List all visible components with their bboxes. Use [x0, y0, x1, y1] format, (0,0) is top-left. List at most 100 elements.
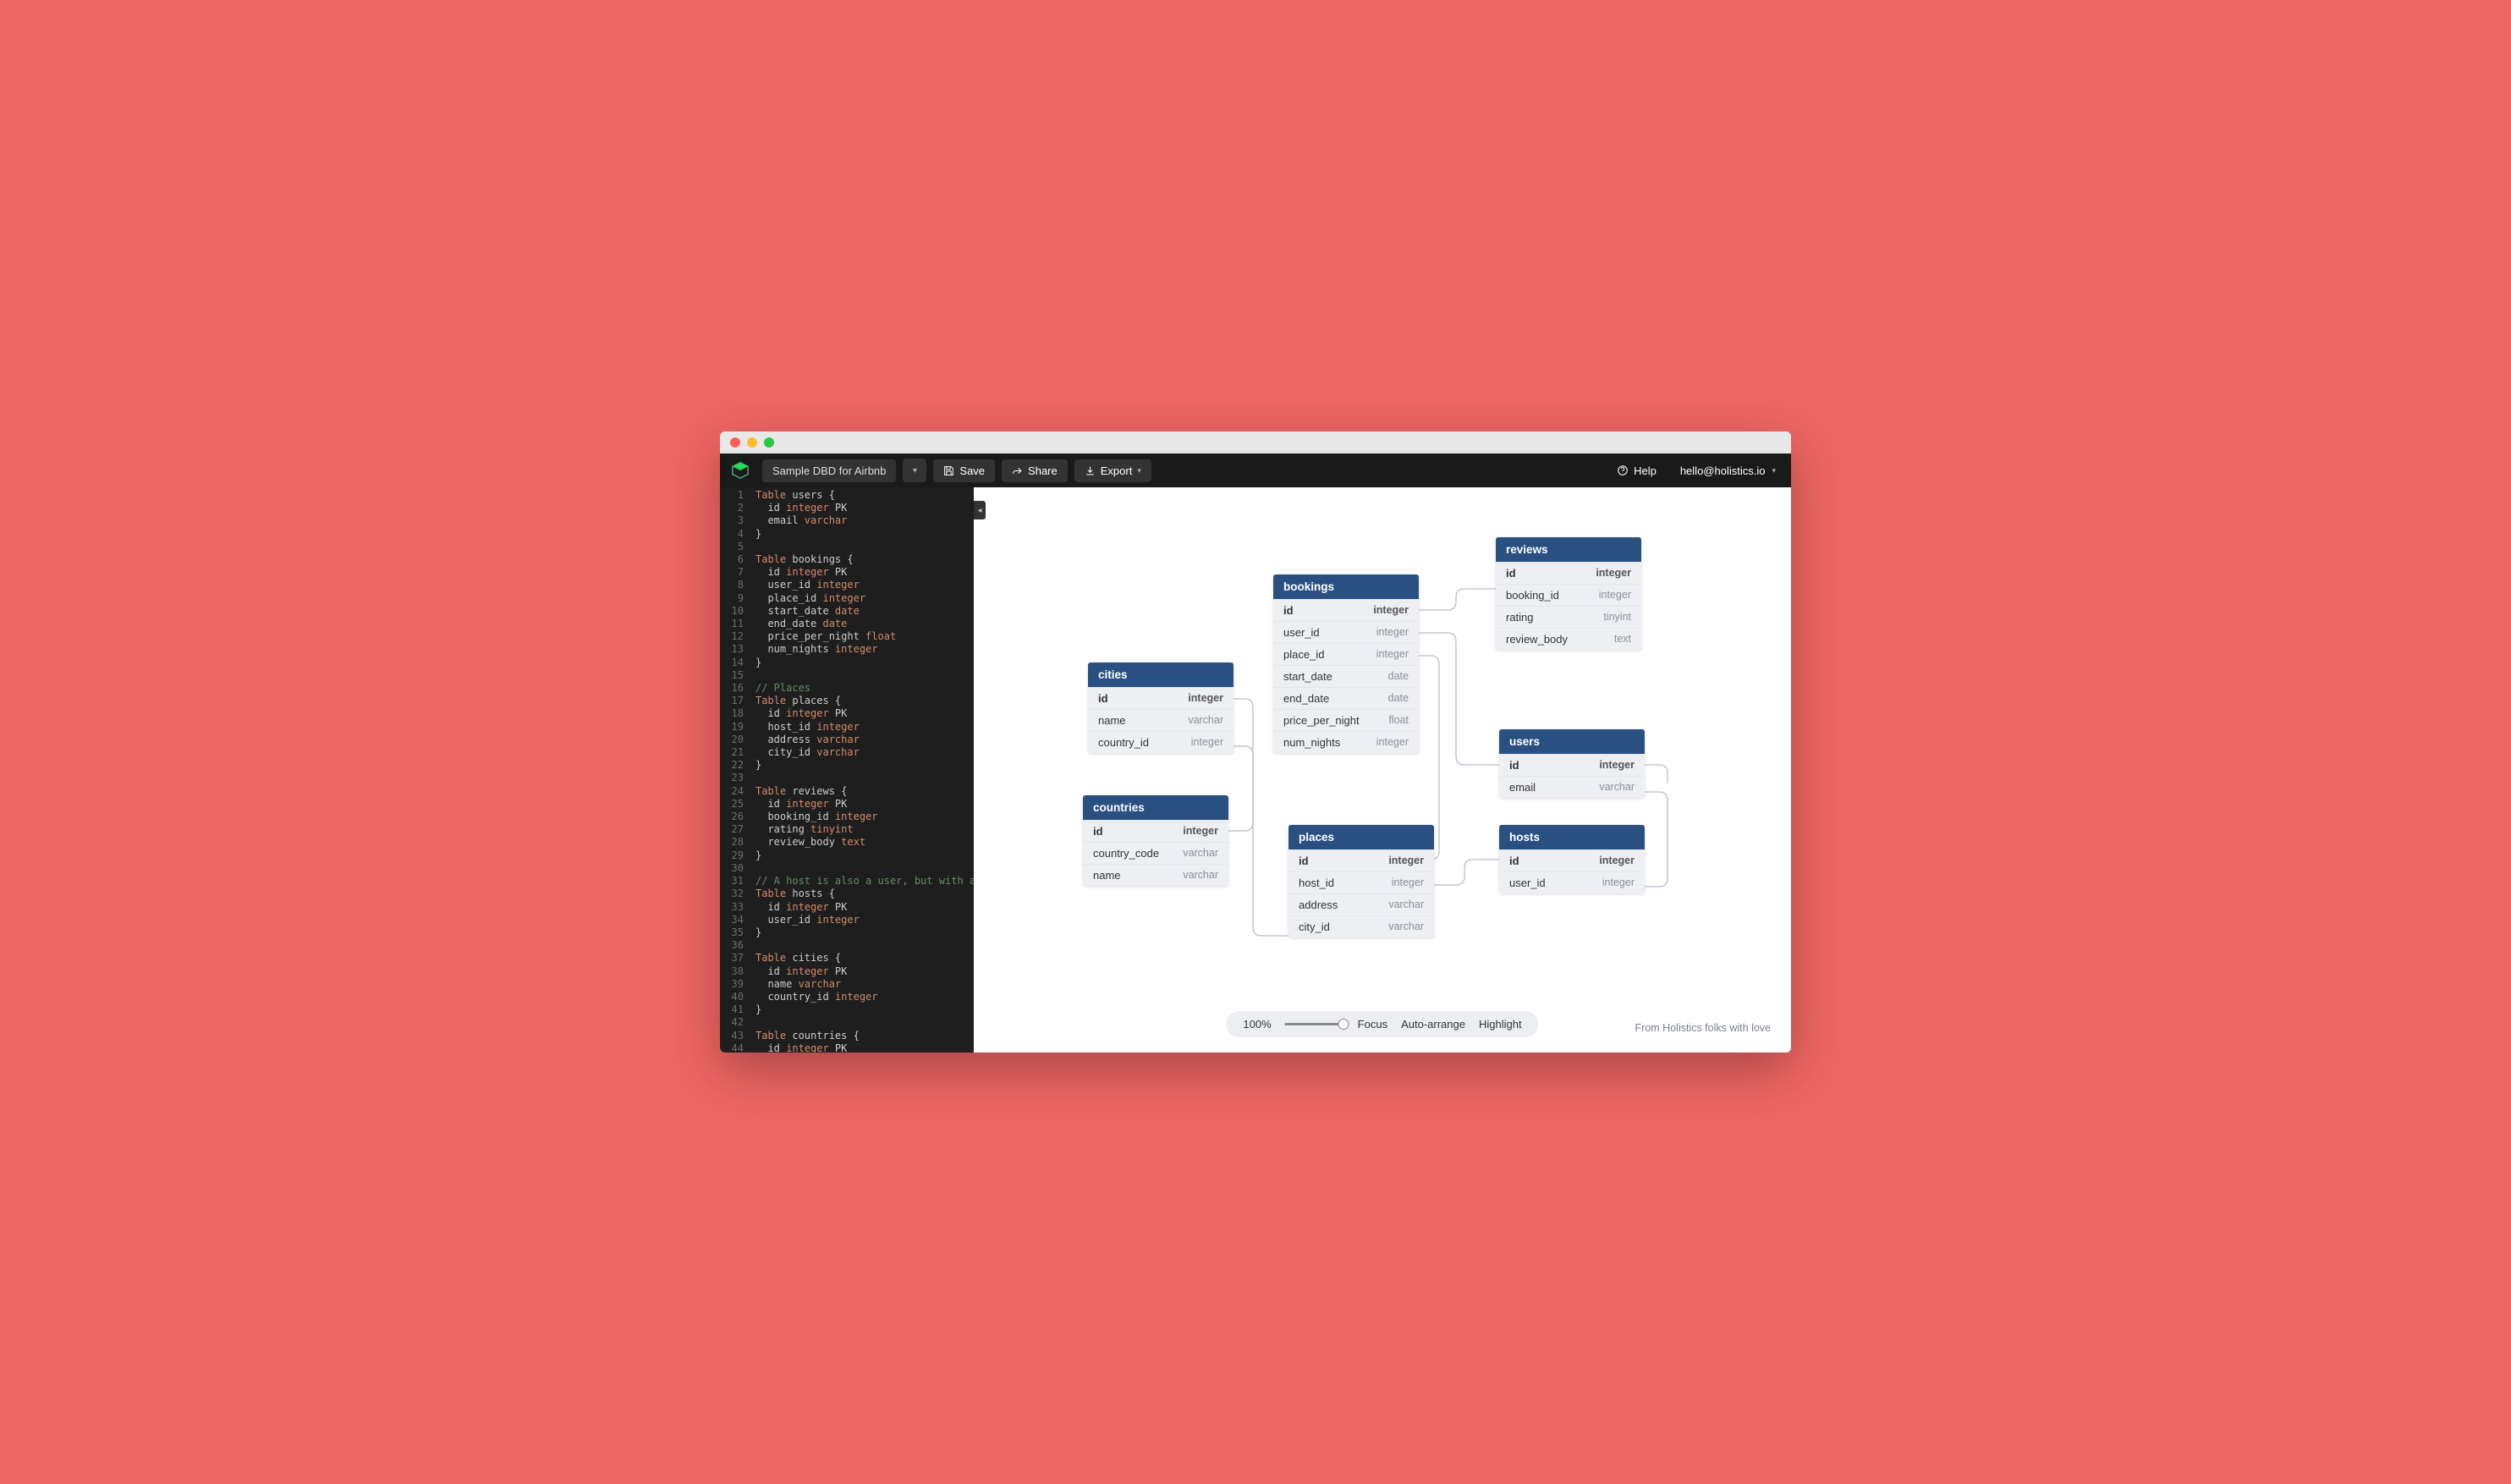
table-column[interactable]: user_id integer [1499, 871, 1645, 893]
table-column[interactable]: namevarchar [1088, 709, 1234, 731]
code-body[interactable]: Table users { id integer PK email varcha… [755, 489, 974, 1053]
db-table-countries[interactable]: countries id integer country_code varchar nam… [1083, 795, 1228, 886]
table-column[interactable]: id integer [1496, 562, 1641, 584]
focus-button[interactable]: Focus [1358, 1018, 1387, 1031]
top-toolbar: Sample DBD for Airbnb ▾ Save Share Expor… [720, 453, 1791, 487]
db-table-hosts[interactable]: hostsidinteger user_id integer [1499, 825, 1645, 893]
project-selector[interactable]: Sample DBD for Airbnb [762, 459, 896, 482]
help-button[interactable]: Help [1617, 464, 1657, 477]
mac-titlebar [720, 431, 1791, 453]
user-email: hello@holistics.io [1680, 464, 1766, 477]
table-column[interactable]: num_nightsinteger [1273, 731, 1419, 753]
table-header[interactable]: places [1288, 825, 1434, 849]
column-type: integer [1599, 759, 1635, 772]
share-button[interactable]: Share [1002, 459, 1068, 482]
table-header[interactable]: countries [1083, 795, 1228, 820]
table-column[interactable]: price_per_night float [1273, 709, 1419, 731]
diagram-canvas[interactable]: 100% Focus Auto-arrange Highlight From H… [974, 487, 1791, 1053]
table-column[interactable]: addressvarchar [1288, 893, 1434, 915]
help-icon [1617, 464, 1629, 476]
column-name: start_date [1283, 670, 1332, 683]
table-column[interactable]: user_idinteger [1273, 621, 1419, 643]
table-header[interactable]: users [1499, 729, 1645, 754]
table-column[interactable]: end_datedate [1273, 687, 1419, 709]
column-type: integer [1376, 648, 1409, 661]
close-window-icon[interactable] [730, 437, 740, 448]
column-name: end_date [1283, 692, 1329, 705]
column-type: text [1614, 633, 1631, 646]
line-numbers: 1234567891011121314151617181920212223242… [720, 489, 750, 1053]
table-column[interactable]: idinteger [1499, 754, 1645, 776]
db-table-places[interactable]: places id integer host_idintegeraddressvarc… [1288, 825, 1434, 937]
column-name: price_per_night [1283, 714, 1360, 727]
db-table-users[interactable]: usersidintegeremailvarchar [1499, 729, 1645, 798]
db-table-cities[interactable]: citiesidintegernamevarchar country_id inte… [1088, 662, 1234, 753]
column-type: float [1388, 714, 1409, 727]
collapse-editor-button[interactable]: ◂ [974, 501, 986, 519]
export-button[interactable]: Export ▾ [1074, 459, 1151, 482]
table-header[interactable]: bookings [1273, 574, 1419, 599]
column-name: rating [1506, 611, 1534, 624]
column-name: city_id [1299, 921, 1330, 933]
column-name: id [1506, 567, 1516, 580]
table-column[interactable]: country_code varchar [1083, 842, 1228, 864]
table-column[interactable]: id integer [1083, 820, 1228, 842]
column-name: name [1098, 714, 1126, 727]
minimize-window-icon[interactable] [747, 437, 757, 448]
table-column[interactable]: booking_id integer [1496, 584, 1641, 606]
table-column[interactable]: namevarchar [1083, 864, 1228, 886]
auto-arrange-button[interactable]: Auto-arrange [1401, 1018, 1465, 1031]
table-header[interactable]: reviews [1496, 537, 1641, 562]
column-name: review_body [1506, 633, 1568, 646]
column-name: country_code [1093, 847, 1159, 860]
highlight-button[interactable]: Highlight [1479, 1018, 1522, 1031]
column-name: user_id [1509, 877, 1546, 889]
table-column[interactable]: review_body text [1496, 628, 1641, 650]
share-label: Share [1028, 464, 1058, 477]
table-header[interactable]: hosts [1499, 825, 1645, 849]
table-column[interactable]: idinteger [1499, 849, 1645, 871]
column-type: integer [1373, 604, 1409, 617]
column-name: id [1093, 825, 1103, 838]
column-type: varchar [1183, 847, 1218, 860]
db-table-reviews[interactable]: reviewsidintegerbooking_idintegerratingt… [1496, 537, 1641, 650]
help-label: Help [1634, 464, 1657, 477]
app-window: Sample DBD for Airbnb ▾ Save Share Expor… [720, 431, 1791, 1053]
column-name: id [1299, 855, 1309, 867]
user-menu[interactable]: hello@holistics.io ▾ [1680, 464, 1776, 477]
column-name: num_nights [1283, 736, 1340, 749]
column-type: date [1388, 670, 1409, 683]
table-column[interactable]: idinteger [1088, 687, 1234, 709]
project-dropdown-icon[interactable]: ▾ [903, 459, 926, 482]
column-type: integer [1599, 589, 1631, 602]
zoom-level: 100% [1243, 1018, 1271, 1031]
table-column[interactable]: country_id integer [1088, 731, 1234, 753]
table-column[interactable]: start_date date [1273, 665, 1419, 687]
table-column[interactable]: ratingtinyint [1496, 606, 1641, 628]
column-type: integer [1183, 825, 1218, 838]
column-type: integer [1191, 736, 1223, 749]
table-column[interactable]: place_id integer [1273, 643, 1419, 665]
column-type: integer [1388, 855, 1424, 867]
save-button[interactable]: Save [933, 459, 995, 482]
zoom-thumb[interactable] [1338, 1019, 1349, 1030]
table-column[interactable]: idinteger [1273, 599, 1419, 621]
maximize-window-icon[interactable] [764, 437, 774, 448]
column-type: integer [1596, 567, 1631, 580]
column-name: place_id [1283, 648, 1324, 661]
column-name: name [1093, 869, 1121, 882]
column-name: user_id [1283, 626, 1320, 639]
table-header[interactable]: cities [1088, 662, 1234, 687]
table-column[interactable]: city_idvarchar [1288, 915, 1434, 937]
code-editor[interactable]: 1234567891011121314151617181920212223242… [720, 487, 974, 1053]
column-name: country_id [1098, 736, 1149, 749]
table-column[interactable]: host_idinteger [1288, 871, 1434, 893]
db-table-bookings[interactable]: bookingsidintegeruser_idintegerplace_idi… [1273, 574, 1419, 753]
table-column[interactable]: id integer [1288, 849, 1434, 871]
column-name: booking_id [1506, 589, 1559, 602]
zoom-slider[interactable] [1285, 1023, 1344, 1025]
app-logo-icon [728, 459, 752, 482]
column-type: integer [1602, 877, 1635, 889]
table-column[interactable]: emailvarchar [1499, 776, 1645, 798]
column-name: email [1509, 781, 1536, 794]
